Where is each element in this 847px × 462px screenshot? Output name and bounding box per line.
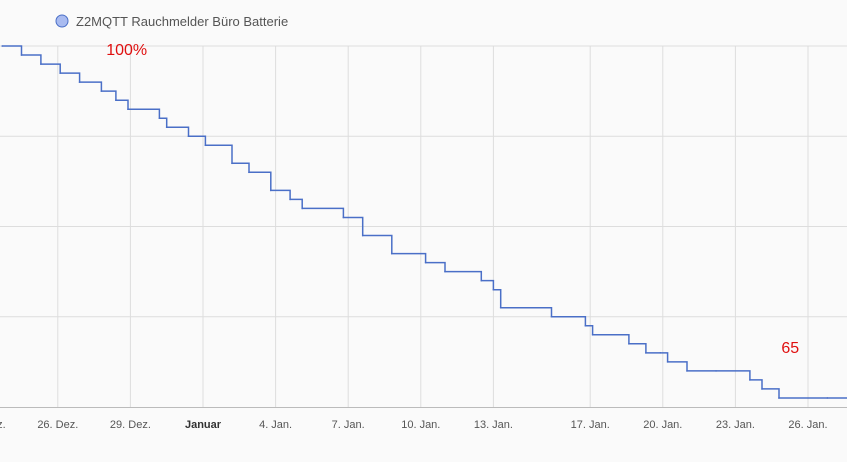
- data-point: [165, 126, 168, 129]
- data-point: [444, 270, 446, 273]
- x-tick-label: 29. Dez.: [110, 419, 151, 431]
- data-point: [158, 117, 161, 119]
- data-point: [645, 352, 647, 354]
- x-tick-label: 10. Jan.: [401, 419, 440, 431]
- data-point: [248, 171, 250, 174]
- x-tick-label: 7. Jan.: [332, 419, 365, 431]
- data-point: [826, 397, 829, 399]
- data-point: [1, 45, 3, 47]
- data-point: [289, 198, 291, 201]
- data-point: [550, 315, 553, 318]
- legend-swatch-icon[interactable]: [55, 14, 69, 28]
- data-point: [686, 370, 688, 372]
- data-point: [100, 90, 103, 92]
- series-line: [2, 45, 847, 399]
- data-point: [424, 261, 427, 264]
- data-point: [628, 343, 630, 345]
- x-tick-label: 23. Dez.: [0, 419, 6, 431]
- x-tick-label: 26. Dez.: [37, 419, 78, 431]
- x-tick-label: 4. Jan.: [259, 419, 292, 431]
- legend[interactable]: Z2MQTT Rauchmelder Büro Batterie: [55, 14, 288, 29]
- data-point: [269, 189, 272, 192]
- data-point: [778, 397, 780, 399]
- data-point: [59, 72, 62, 74]
- data-point: [78, 81, 81, 83]
- data-point: [390, 252, 393, 255]
- data-point: [115, 99, 117, 101]
- data-point: [584, 324, 587, 327]
- x-tick-label: 23. Jan.: [716, 419, 755, 431]
- data-point: [715, 370, 717, 372]
- data-point: [231, 162, 233, 165]
- data-point: [666, 361, 669, 363]
- data-point: [204, 144, 207, 147]
- data-point: [492, 288, 495, 291]
- annotations: 100% 65: [106, 42, 799, 357]
- x-tick-label: Januar: [185, 419, 222, 431]
- data-point: [499, 306, 502, 309]
- data-point: [361, 234, 364, 237]
- data-point: [761, 388, 763, 390]
- plot-area: [1, 45, 847, 399]
- x-tick-label: 13. Jan.: [474, 419, 513, 431]
- data-point: [342, 216, 345, 219]
- data-point: [480, 279, 483, 282]
- data-annotation: 100%: [106, 42, 147, 59]
- data-point: [749, 379, 751, 381]
- data-point: [127, 108, 129, 110]
- data-point: [187, 135, 190, 138]
- x-axis: 23. Dez. 26. Dez. 29. Dez. Januar 4. Jan. 7. …: [0, 407, 847, 431]
- grid: [0, 45, 847, 407]
- x-tick-label: 26. Jan.: [788, 419, 827, 431]
- data-annotation: 65: [781, 340, 799, 357]
- data-point: [591, 334, 594, 336]
- data-point: [659, 352, 662, 354]
- x-tick-label: 20. Jan.: [643, 419, 682, 431]
- data-point: [301, 207, 304, 210]
- x-tick-label: 17. Jan.: [571, 419, 610, 431]
- data-point: [20, 54, 23, 56]
- legend-label[interactable]: Z2MQTT Rauchmelder Büro Batterie: [76, 14, 288, 29]
- data-point: [40, 63, 42, 65]
